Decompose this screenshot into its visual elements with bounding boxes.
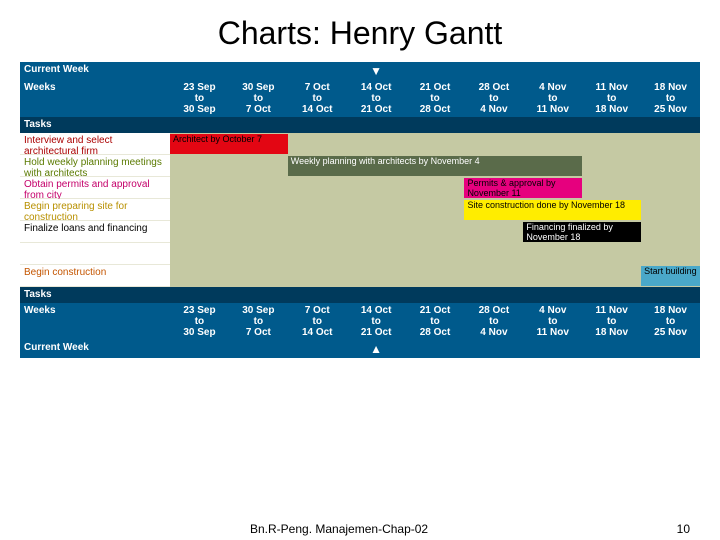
header-weeks-row-top: Weeks 23 Sep to 30 Sep30 Sep to 7 Oct7 O… xyxy=(20,80,700,117)
task-row: Interview and select architectural firmA… xyxy=(20,133,700,155)
task-body: Interview and select architectural firmA… xyxy=(20,133,700,287)
task-bar-track: Weekly planning with architects by Novem… xyxy=(170,155,700,177)
spacer xyxy=(229,340,288,358)
week-header: 23 Sep to 30 Sep xyxy=(170,303,229,340)
footer-current-week-row: Current Week ▲ xyxy=(20,340,700,358)
task-name xyxy=(20,243,170,265)
task-row: Hold weekly planning meetings with archi… xyxy=(20,155,700,177)
spacer xyxy=(464,340,523,358)
week-header: 21 Oct to 28 Oct xyxy=(406,303,465,340)
task-bar-track: Site construction done by November 18 xyxy=(170,199,700,221)
week-header: 11 Nov to 18 Nov xyxy=(582,303,641,340)
week-header: 30 Sep to 7 Oct xyxy=(229,303,288,340)
week-header: 14 Oct to 21 Oct xyxy=(347,303,406,340)
current-week-label: Current Week xyxy=(20,340,170,358)
spacer xyxy=(229,62,288,80)
task-row: Begin construction Start building xyxy=(20,265,700,287)
spacer xyxy=(406,62,465,80)
task-row: Obtain permits and approval from city Per… xyxy=(20,177,700,199)
gantt-bar: Weekly planning with architects by Novem… xyxy=(288,156,582,176)
spacer xyxy=(523,340,582,358)
task-bar-track: Architect by October 7 xyxy=(170,133,700,155)
spacer xyxy=(406,340,465,358)
current-week-label: Current Week xyxy=(20,62,170,80)
footer-text: Bn.R-Peng. Manajemen-Chap-02 xyxy=(250,522,428,536)
week-header: 11 Nov to 18 Nov xyxy=(582,80,641,117)
header-weeks-row-bottom: Weeks 23 Sep to 30 Sep30 Sep to 7 Oct7 O… xyxy=(20,303,700,340)
gantt-bar: Site construction done by November 18 xyxy=(464,200,641,220)
footer-page-number: 10 xyxy=(677,522,690,536)
task-bar-track: Start building xyxy=(170,265,700,287)
spacer xyxy=(582,62,641,80)
spacer xyxy=(464,62,523,80)
task-bar-track: Financing finalized by November 18 xyxy=(170,221,700,243)
week-header: 4 Nov to 11 Nov xyxy=(523,303,582,340)
task-bar-track xyxy=(170,243,700,265)
week-header: 7 Oct to 14 Oct xyxy=(288,80,347,117)
task-row: Begin preparing site for construction Sit… xyxy=(20,199,700,221)
tasks-label: Tasks xyxy=(20,117,170,133)
tasks-footer-row: Tasks xyxy=(20,287,700,303)
week-header: 28 Oct to 4 Nov xyxy=(464,303,523,340)
weeks-label: Weeks xyxy=(20,303,170,340)
current-week-arrow-up-icon: ▲ xyxy=(347,340,406,358)
week-header: 14 Oct to 21 Oct xyxy=(347,80,406,117)
weeks-label: Weeks xyxy=(20,80,170,117)
spacer xyxy=(170,62,229,80)
task-name: Interview and select architectural firm xyxy=(20,133,170,155)
gantt-bar: Start building xyxy=(641,266,700,286)
tasks-header-row: Tasks xyxy=(20,117,700,133)
week-header: 21 Oct to 28 Oct xyxy=(406,80,465,117)
spacer xyxy=(170,340,229,358)
task-bar-track: Permits & approval by November 11 xyxy=(170,177,700,199)
task-name: Begin preparing site for construction xyxy=(20,199,170,221)
spacer xyxy=(641,62,700,80)
task-name: Finalize loans and financing xyxy=(20,221,170,243)
week-header: 28 Oct to 4 Nov xyxy=(464,80,523,117)
spacer xyxy=(288,340,347,358)
gantt-bar: Permits & approval by November 11 xyxy=(464,178,582,198)
page-title: Charts: Henry Gantt xyxy=(0,0,720,62)
week-header: 4 Nov to 11 Nov xyxy=(523,80,582,117)
header-current-week-row: Current Week ▼ xyxy=(20,62,700,80)
tasks-label: Tasks xyxy=(20,287,170,303)
week-header: 18 Nov to 25 Nov xyxy=(641,80,700,117)
gantt-chart: Current Week ▼ Weeks 23 Sep to 30 Sep30 … xyxy=(20,62,700,358)
gantt-bar: Architect by October 7 xyxy=(170,134,288,154)
task-row: Finalize loans and financing Financing fi… xyxy=(20,221,700,243)
task-name: Obtain permits and approval from city xyxy=(20,177,170,199)
task-row xyxy=(20,243,700,265)
spacer xyxy=(288,62,347,80)
spacer xyxy=(641,340,700,358)
week-header: 23 Sep to 30 Sep xyxy=(170,80,229,117)
week-header: 18 Nov to 25 Nov xyxy=(641,303,700,340)
week-header: 7 Oct to 14 Oct xyxy=(288,303,347,340)
task-name: Hold weekly planning meetings with archi… xyxy=(20,155,170,177)
task-name: Begin construction xyxy=(20,265,170,287)
week-header: 30 Sep to 7 Oct xyxy=(229,80,288,117)
gantt-bar: Financing finalized by November 18 xyxy=(523,222,641,242)
spacer xyxy=(523,62,582,80)
spacer xyxy=(582,340,641,358)
current-week-arrow-down-icon: ▼ xyxy=(347,62,406,80)
